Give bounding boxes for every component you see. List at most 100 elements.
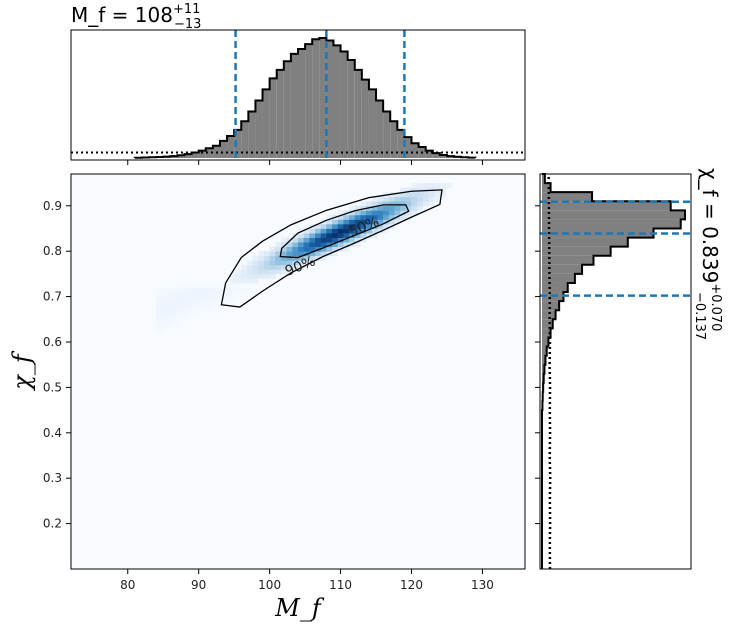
heatmap-cell (354, 237, 361, 243)
heatmap-tail-cell (229, 287, 236, 293)
heatmap-cell (349, 219, 356, 225)
heatmap-cell (371, 223, 378, 229)
heatmap-cell (263, 255, 271, 261)
heatmap-cell (286, 264, 293, 270)
y-tick-label: 0.5 (43, 380, 62, 394)
heatmap-cell (360, 219, 367, 225)
heatmap-tail-cell (201, 305, 208, 311)
heatmap-tail-cell (167, 319, 174, 325)
heatmap-cell (343, 237, 350, 243)
heatmap-cell (383, 196, 390, 202)
y-tick-label: 0.7 (43, 290, 62, 304)
heatmap-cell (269, 251, 276, 257)
mf-histogram-bar (248, 111, 256, 158)
heatmap-tail-cell (178, 292, 185, 297)
heatmap-cell (354, 242, 361, 248)
heatmap-cell (371, 233, 378, 238)
heatmap-cell (292, 264, 299, 270)
heatmap-cell (263, 273, 271, 279)
x-axis-label: M_f (274, 594, 325, 622)
heatmap-cell (349, 233, 356, 238)
heatmap-cell (315, 255, 322, 261)
mf-histogram-bar (191, 152, 199, 158)
heatmap-cell (405, 205, 412, 211)
heatmap-cell (337, 219, 344, 225)
heatmap-tail-cell (173, 319, 180, 325)
heatmap-cell (269, 260, 276, 266)
marginal-histogram-mf: M_f = 108+11 −13 (70, 2, 526, 165)
mf-panel-ticks (127, 160, 483, 165)
heatmap-tail-cell (190, 305, 197, 311)
heatmap-cell (298, 246, 305, 252)
heatmap-cell (320, 233, 327, 238)
mf-histogram-bars (134, 38, 476, 159)
heatmap-cell (337, 214, 344, 220)
heatmap-cell (360, 205, 367, 211)
heatmap-cell (388, 210, 395, 216)
heatmap-cell (280, 251, 288, 257)
heatmap-cell (417, 205, 424, 211)
contour-90-line (220, 189, 443, 308)
heatmap-cell (400, 205, 407, 211)
heatmap-tail-cell (173, 287, 180, 293)
x-tick-label: 90 (191, 578, 206, 592)
heatmap-cell (394, 192, 401, 198)
heatmap-cells (156, 183, 452, 334)
heatmap-cell (371, 210, 378, 216)
heatmap-cell (258, 251, 265, 257)
joint-panel-frame (70, 173, 526, 570)
heatmap-cell (354, 219, 361, 225)
heatmap-cell (366, 219, 373, 225)
heatmap-tail-cell (161, 314, 168, 320)
heatmap-cell (366, 233, 373, 238)
heatmap-tail-cell (173, 305, 180, 311)
heatmap-cell (275, 269, 282, 275)
heatmap-tail-cell (218, 292, 225, 297)
heatmap-cell (298, 237, 305, 243)
heatmap-cell (371, 196, 378, 202)
heatmap-tail-cell (224, 287, 231, 293)
mf-histogram-bar (340, 51, 348, 158)
heatmap-cell (400, 192, 407, 198)
heatmap-cell (269, 264, 276, 270)
chif-histogram-bar (542, 328, 551, 338)
heatmap-cell (320, 242, 327, 248)
heatmap-cell (360, 214, 367, 220)
heatmap-cell (422, 192, 429, 198)
heatmap-cell (417, 183, 424, 189)
heatmap-cell (320, 228, 327, 234)
heatmap-cell (292, 246, 299, 252)
heatmap-cell (439, 192, 446, 198)
heatmap-cell (286, 242, 293, 248)
heatmap-tail-cell (195, 310, 202, 316)
heatmap-cell (309, 255, 316, 261)
heatmap-cell (366, 223, 373, 229)
heatmap-cell (235, 278, 242, 284)
heatmap-cell (309, 251, 316, 257)
heatmap-cell (332, 237, 339, 243)
heatmap-cell (394, 210, 401, 216)
mf-histogram-bar (411, 143, 419, 158)
heatmap-tail-cell (184, 292, 191, 297)
mf-title-sub: −13 (174, 17, 201, 32)
heatmap-cell (400, 210, 407, 216)
heatmap-cell (400, 214, 407, 220)
heatmap-tail-cell (229, 296, 236, 302)
heatmap-tail-cell (224, 292, 231, 297)
chif-title: χ_f = 0.839+0.070 −0.137 (692, 168, 723, 340)
heatmap-cell (303, 242, 310, 248)
heatmap-cell (292, 255, 299, 261)
heatmap-cell (315, 223, 322, 229)
heatmap-cell (235, 269, 242, 275)
mf-histogram-bar (383, 111, 391, 158)
heatmap-cell (400, 201, 407, 207)
joint-posterior-panel: 50% 90% 80 90 100 110 120 130 0.20.30.40.50.6… (8, 173, 526, 622)
heatmap-cell (422, 196, 429, 202)
heatmap-cell (366, 228, 373, 234)
heatmap-cell (371, 201, 378, 207)
heatmap-cell (275, 242, 282, 248)
heatmap-cell (320, 251, 327, 257)
heatmap-tail-cell (195, 301, 202, 307)
heatmap-tail-cell (212, 296, 219, 302)
